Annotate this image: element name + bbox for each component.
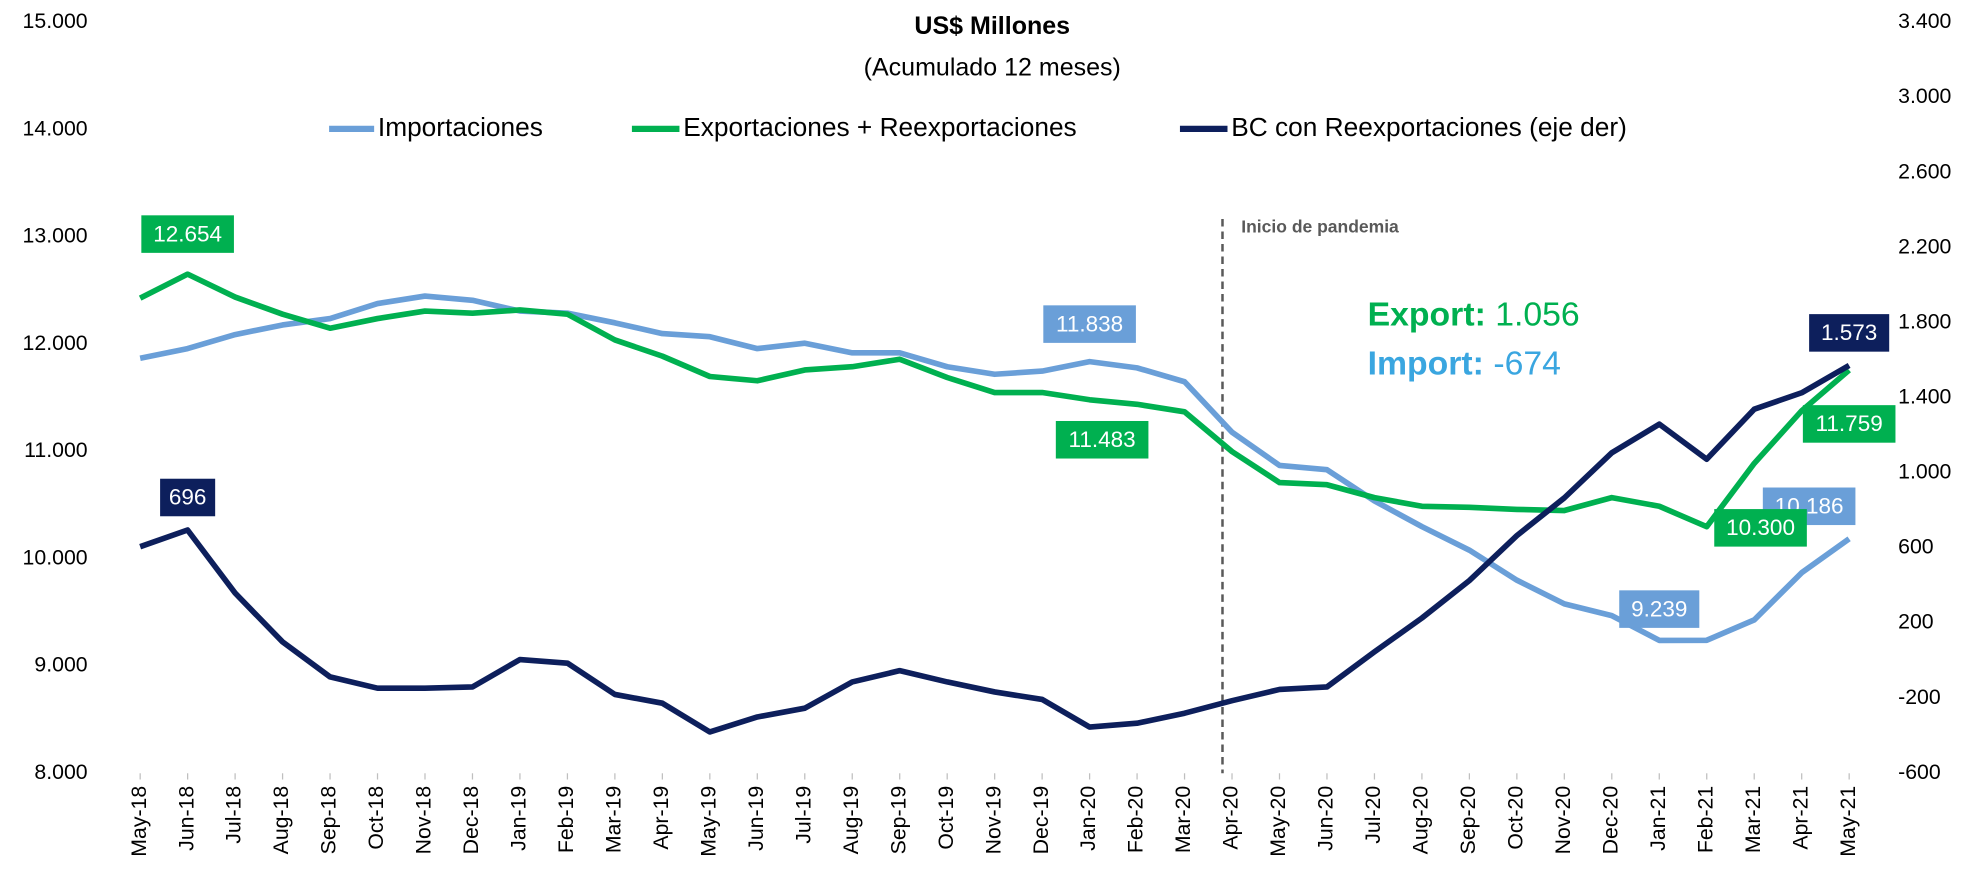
annotation-value: -674 <box>1493 344 1561 382</box>
x-tick-label: Feb-21 <box>1693 786 1717 853</box>
y-tick-label: 15.000 <box>23 9 88 33</box>
x-tick-label: May-21 <box>1836 786 1860 857</box>
data-label-box <box>1802 405 1896 443</box>
x-tick-label: Nov-19 <box>981 786 1005 855</box>
x-tick-label: May-20 <box>1266 786 1290 857</box>
annotation-label: Import: <box>1368 344 1484 382</box>
y2-tick-label: 1.400 <box>1898 385 1951 409</box>
annotation-label: Export: <box>1368 295 1486 333</box>
data-label-box <box>1714 509 1807 547</box>
y2-tick-label: 1.000 <box>1898 460 1951 484</box>
y2-tick-label: 3.400 <box>1898 9 1951 33</box>
x-tick-label: Jul-18 <box>222 786 246 844</box>
data-label: 9.239 <box>1631 596 1687 621</box>
x-tick-label: Jul-19 <box>791 786 815 844</box>
series-line <box>138 271 1851 530</box>
data-label: 11.838 <box>1056 311 1123 336</box>
y-tick-label: 13.000 <box>23 224 88 248</box>
y-tick-label: 8.000 <box>34 760 87 784</box>
x-tick-label: Jan-21 <box>1646 786 1670 851</box>
data-label-box <box>141 215 234 253</box>
data-label: 696 <box>169 485 207 510</box>
series-line <box>139 293 1851 644</box>
x-tick-label: Sep-19 <box>886 786 910 855</box>
x-tick-label: Jun-20 <box>1314 786 1338 851</box>
y-tick-label: 11.000 <box>24 438 87 462</box>
y2-tick-label: 200 <box>1898 610 1933 634</box>
x-tick-label: Feb-19 <box>554 786 578 853</box>
annotation-value: 1.056 <box>1495 295 1580 333</box>
y-tick-label: 10.000 <box>23 545 88 569</box>
x-tick-label: Sep-18 <box>317 786 341 855</box>
y2-tick-label: 3.000 <box>1898 84 1951 108</box>
data-label: 1.573 <box>1821 320 1877 345</box>
data-label-box <box>1619 590 1700 628</box>
data-label-box <box>1809 314 1890 352</box>
x-tick-label: Dec-20 <box>1598 786 1622 855</box>
y-tick-label: 12.000 <box>23 331 88 355</box>
data-label: 11.759 <box>1816 411 1883 436</box>
series-line <box>139 363 1851 735</box>
data-label-box <box>1043 305 1136 343</box>
y2-tick-label: 2.200 <box>1898 234 1951 258</box>
legend-label: Importaciones <box>378 112 543 142</box>
data-label-box <box>1055 420 1149 459</box>
y2-tick-label: -200 <box>1898 685 1941 709</box>
x-tick-label: Oct-19 <box>934 786 958 850</box>
x-tick-label: Dec-18 <box>459 786 483 855</box>
y-tick-label: 9.000 <box>34 653 87 677</box>
y2-tick-label: 600 <box>1898 535 1933 559</box>
data-label-box <box>160 478 216 517</box>
x-tick-label: Apr-19 <box>649 786 673 850</box>
x-tick-label: Jun-18 <box>174 786 198 851</box>
x-tick-label: May-19 <box>696 786 720 857</box>
x-tick-label: Aug-20 <box>1409 786 1433 855</box>
x-tick-label: Nov-18 <box>412 786 436 855</box>
x-tick-label: Oct-18 <box>364 786 388 850</box>
x-tick-label: Dec-19 <box>1029 786 1053 855</box>
legend-label: Exportaciones + Reexportaciones <box>683 112 1076 142</box>
y-tick-label: 14.000 <box>23 116 88 140</box>
annotation: Inicio de pandemia <box>1241 216 1399 236</box>
x-tick-label: Mar-20 <box>1171 786 1195 853</box>
annotation: Import: -674 <box>1368 344 1561 382</box>
x-tick-label: Nov-20 <box>1551 786 1575 855</box>
annotation: Export: 1.056 <box>1368 295 1580 333</box>
legend-label: BC con Reexportaciones (eje der) <box>1231 112 1627 142</box>
x-tick-label: Jun-19 <box>744 786 768 851</box>
x-tick-label: Oct-20 <box>1503 786 1527 850</box>
chart-subtitle: (Acumulado 12 meses) <box>864 53 1121 81</box>
x-tick-label: Mar-21 <box>1741 786 1765 853</box>
x-tick-label: Jul-20 <box>1361 786 1385 844</box>
chart-title: US$ Millones <box>914 12 1070 40</box>
y2-tick-label: -600 <box>1898 760 1941 784</box>
x-tick-label: May-18 <box>127 786 151 857</box>
x-tick-label: Aug-19 <box>839 786 863 855</box>
x-tick-label: Feb-20 <box>1124 786 1148 853</box>
data-label: 10.300 <box>1726 515 1795 540</box>
x-tick-label: Jan-19 <box>507 786 531 851</box>
y2-tick-label: 1.800 <box>1898 309 1951 333</box>
data-label: 11.483 <box>1069 427 1136 452</box>
x-tick-label: Mar-19 <box>602 786 626 853</box>
x-tick-label: Jan-20 <box>1076 786 1100 851</box>
x-tick-label: Apr-20 <box>1219 786 1243 850</box>
x-tick-label: Aug-18 <box>269 786 293 855</box>
x-tick-label: Sep-20 <box>1456 786 1480 855</box>
y2-tick-label: 2.600 <box>1898 159 1951 183</box>
x-tick-label: Apr-21 <box>1788 786 1812 850</box>
data-label: 12.654 <box>153 221 222 246</box>
